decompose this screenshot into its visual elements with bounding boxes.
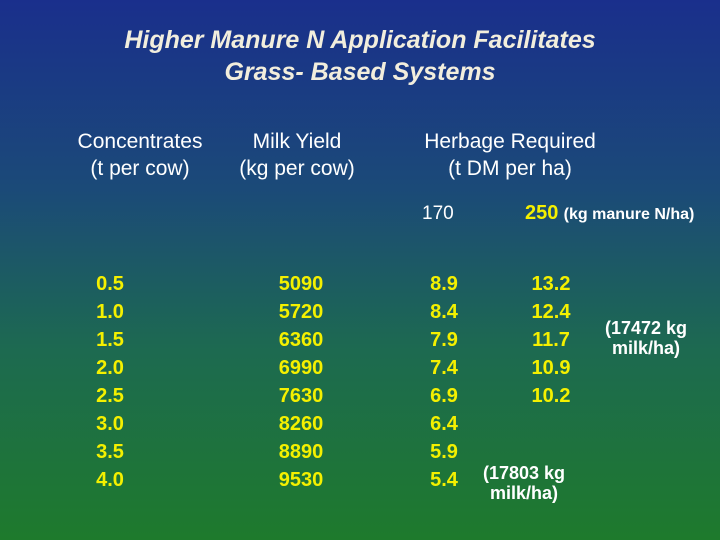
herbage-250-value: 11.7	[532, 329, 570, 351]
note-250-milk: (17472 kg milk/ha)	[584, 318, 708, 358]
herbage-250-value: 13.2	[531, 273, 571, 295]
concentrates-value: 3.5	[96, 441, 124, 463]
header-herbage-line-1: Herbage Required	[424, 130, 596, 153]
rate-250-value: 250	[525, 202, 559, 224]
title-line-2: Grass- Based Systems	[224, 58, 496, 86]
note-250-line-1: (17472 kg	[604, 318, 688, 338]
header-concentrates-line-2: (t per cow)	[90, 157, 190, 180]
slide-title: Higher Manure N Application Facilitates …	[0, 24, 720, 88]
herbage-170-value: 6.9	[430, 385, 458, 407]
concentrates-value: 4.0	[96, 469, 124, 491]
header-herbage-required: Herbage Required (t DM per ha)	[400, 128, 620, 182]
note-170-milk: (17803 kg milk/ha)	[462, 463, 586, 503]
herbage-170-value: 5.4	[430, 469, 458, 491]
herbage-250-column: 13.2 12.4 11.7 10.9 10.2	[518, 270, 584, 410]
herbage-170-value: 7.4	[430, 357, 458, 379]
herbage-170-column: 8.9 8.4 7.9 7.4 6.9 6.4 5.9 5.4	[414, 270, 474, 494]
concentrates-value: 0.5	[96, 273, 124, 295]
herbage-170-value: 5.9	[430, 441, 458, 463]
milk-yield-column: 5090 5720 6360 6990 7630 8260 8890 9530	[266, 270, 336, 494]
note-170-line-2: milk/ha)	[489, 483, 559, 503]
herbage-170-value: 8.4	[430, 301, 458, 323]
herbage-170-value: 8.9	[430, 273, 458, 295]
milk-yield-value: 9530	[278, 469, 324, 491]
milk-yield-value: 6990	[278, 357, 324, 379]
herbage-250-value: 12.4	[531, 301, 571, 323]
rate-unit: (kg manure N/ha)	[563, 206, 695, 223]
concentrates-column: 0.5 1.0 1.5 2.0 2.5 3.0 3.5 4.0	[80, 270, 140, 494]
concentrates-value: 2.0	[96, 357, 124, 379]
concentrates-value: 3.0	[96, 413, 124, 435]
herbage-250-value: 10.2	[531, 385, 571, 407]
title-line-1: Higher Manure N Application Facilitates	[124, 26, 596, 54]
header-milk-yield-line-1: Milk Yield	[252, 130, 342, 153]
header-milk-yield-line-2: (kg per cow)	[239, 157, 355, 180]
milk-yield-value: 6360	[278, 329, 324, 351]
herbage-170-value: 7.9	[430, 329, 458, 351]
header-milk-yield: Milk Yield (kg per cow)	[222, 128, 372, 182]
milk-yield-value: 7630	[278, 385, 324, 407]
concentrates-value: 1.0	[96, 301, 124, 323]
rate-250: 250 (kg manure N/ha)	[525, 201, 694, 227]
note-170-line-1: (17803 kg	[482, 463, 566, 483]
herbage-250-value: 10.9	[531, 357, 571, 379]
herbage-170-value: 6.4	[430, 413, 458, 435]
concentrates-value: 1.5	[96, 329, 124, 351]
concentrates-value: 2.5	[96, 385, 124, 407]
note-250-line-2: milk/ha)	[611, 338, 681, 358]
header-concentrates: Concentrates (t per cow)	[56, 128, 224, 182]
milk-yield-value: 5720	[278, 301, 324, 323]
milk-yield-value: 8260	[278, 413, 324, 435]
header-herbage-line-2: (t DM per ha)	[448, 157, 572, 180]
rate-170: 170	[422, 203, 454, 224]
header-concentrates-line-1: Concentrates	[77, 130, 203, 153]
milk-yield-value: 8890	[278, 441, 324, 463]
milk-yield-value: 5090	[278, 273, 324, 295]
